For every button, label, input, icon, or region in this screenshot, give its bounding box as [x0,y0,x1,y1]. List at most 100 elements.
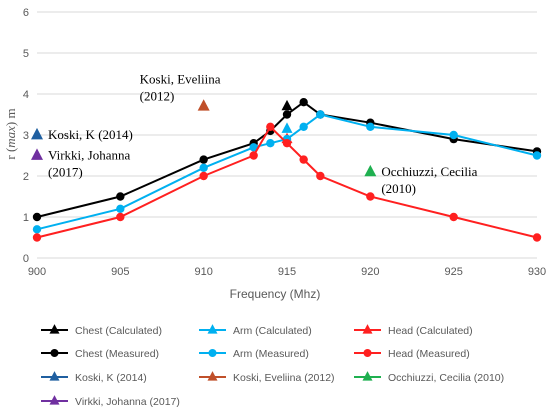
reference-marker [31,127,43,140]
y-tick-1: 1 [23,212,29,224]
legend-item-virkki-johanna-2017: Virkki, Johanna (2017) [41,395,180,408]
annotation-label: Occhiuzzi, Cecilia (2010) [381,164,477,196]
legend-marker [49,395,60,405]
x-tick-925: 925 [444,266,462,278]
y-tick-6: 6 [23,7,29,19]
series-layer [31,98,542,242]
legend-marker [207,371,218,381]
data-point [299,98,308,107]
series-koski-k-2014 [31,127,43,140]
data-point [266,122,275,131]
annotation-line: Virkki, Johanna [48,148,130,163]
data-point [532,233,542,242]
data-point [449,130,458,140]
annotation-line: Occhiuzzi, Cecilia [381,164,477,179]
series-koski-eveliina-2012 [197,99,210,111]
x-tick-920: 920 [361,266,379,278]
legend-marker [207,324,218,334]
data-point [199,171,208,181]
legend-marker [208,349,217,357]
legend-label: Virkki, Johanna (2017) [75,396,180,408]
annotation-label: Virkki, Johanna (2017) [48,148,130,180]
data-point [282,110,292,119]
y-axis-label-part-1: r ( [3,148,18,160]
annotation-line: (2012) [140,88,175,103]
data-point [299,155,308,164]
y-tick-0: 0 [23,253,29,265]
legend-item-chest-measured: Chest (Measured) [41,348,159,360]
legend-item-arm-measured: Arm (Measured) [199,348,309,360]
x-tick-930: 930 [528,266,546,278]
series-head-measured [32,122,542,242]
legend-label: Head (Calculated) [388,325,473,337]
legend: Chest (Calculated) Arm (Calculated) Head (… [41,324,504,408]
y-tick-3: 3 [23,130,29,142]
data-point [532,151,542,160]
series-virkki-johanna-2017 [31,148,43,160]
y-tick-4: 4 [23,89,29,101]
x-tick-905: 905 [111,266,129,278]
series-chest-calculated [281,99,293,111]
legend-label: Arm (Calculated) [233,325,312,337]
legend-label: Arm (Measured) [233,348,309,360]
y-axis-label-part-3: ) m [3,108,18,126]
data-point [316,110,325,119]
legend-marker [362,371,373,381]
legend-label: Occhiuzzi, Cecilia (2010) [388,372,504,384]
tick-labels: 0 1 2 3 4 5 6 900 905 910 915 920 925 930 [23,7,546,278]
data-point [116,204,125,213]
data-point [116,212,125,222]
legend-label: Koski, K (2014) [75,372,147,384]
legend-item-head-calculated: Head (Calculated) [354,324,473,337]
data-point [316,171,325,181]
legend-label: Chest (Measured) [75,348,159,360]
legend-item-chest-calculated: Chest (Calculated) [41,324,162,337]
data-point [281,99,293,111]
annotation-line: (2010) [381,181,416,196]
data-point [266,139,275,148]
legend-marker [50,349,59,357]
data-point [282,139,292,148]
data-point [281,122,293,133]
y-tick-2: 2 [23,171,29,183]
x-tick-915: 915 [278,266,296,278]
series-occhiuzzi-cecilia-2010 [364,164,377,177]
x-tick-910: 910 [194,266,212,278]
series-arm-calculated [281,122,293,133]
data-point [299,122,308,131]
data-point [32,233,42,242]
data-point [366,122,375,131]
data-point [249,143,258,152]
legend-label: Koski, Eveliina (2012) [233,372,335,384]
legend-item-occhiuzzi-cecilia-2010: Occhiuzzi, Cecilia (2010) [354,371,504,384]
annotation-label: Koski, Eveliina (2012) [140,71,221,103]
reference-marker [31,148,43,160]
data-point [116,192,125,201]
legend-item-koski-k-2014: Koski, K (2014) [41,371,147,384]
data-point [32,225,42,234]
legend-item-head-measured: Head (Measured) [354,348,470,360]
x-axis-label: Frequency (Mhz) [230,287,321,301]
x-tick-900: 900 [28,266,46,278]
legend-marker [49,371,60,381]
annotation-line: Koski, Eveliina [140,71,221,86]
reference-marker [364,164,377,177]
legend-marker [49,324,60,334]
annotations: Koski, Eveliina (2012) Koski, K (2014) Virk… [48,71,478,196]
legend-label: Head (Measured) [388,348,470,360]
legend-item-koski-eveliina-2012: Koski, Eveliina (2012) [199,371,335,384]
legend-marker [363,349,372,357]
data-point [199,163,208,172]
legend-item-arm-calculated: Arm (Calculated) [199,324,312,337]
y-axis-label-part-2: max [3,126,18,148]
data-point [249,151,258,160]
data-point [366,192,375,201]
annotation-label: Koski, K (2014) [48,127,133,142]
y-tick-5: 5 [23,48,29,60]
data-point [449,212,458,222]
data-point [32,212,42,222]
annotation-line: (2017) [48,165,83,180]
data-point [199,155,208,164]
reference-marker [197,99,210,111]
